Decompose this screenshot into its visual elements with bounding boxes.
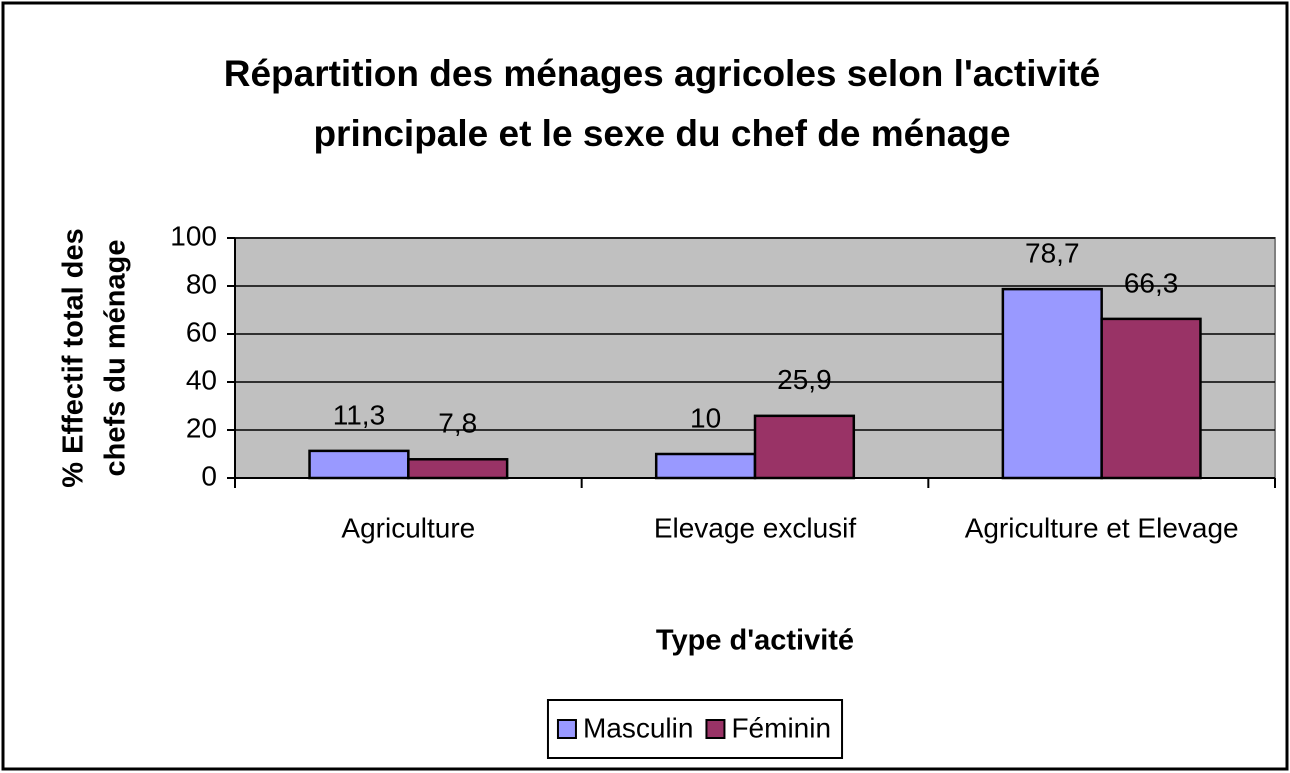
bar xyxy=(654,452,757,480)
chart-title: Répartition des ménages agricoles selon … xyxy=(224,53,1101,94)
y-axis-title: % Effectif total des xyxy=(58,228,90,487)
y-tick-label: 60 xyxy=(186,316,217,347)
data-label: 25,9 xyxy=(777,364,832,395)
x-tick-label: Agriculture et Elevage xyxy=(965,512,1239,543)
legend-label: Féminin xyxy=(731,712,831,743)
y-tick-label: 0 xyxy=(201,460,217,491)
y-tick-label: 80 xyxy=(186,268,217,299)
data-label: 66,3 xyxy=(1124,267,1179,298)
data-label: 7,8 xyxy=(438,408,477,439)
x-axis-title: Type d'activité xyxy=(656,625,854,657)
bar xyxy=(753,414,856,480)
legend-swatch xyxy=(705,719,726,739)
y-tick-label: 20 xyxy=(186,412,217,443)
bar xyxy=(308,449,410,480)
legend-label: Masculin xyxy=(583,712,693,743)
chart-title: principale et le sexe du chef de ménage xyxy=(313,113,1010,154)
data-label: 11,3 xyxy=(333,399,385,430)
legend-box xyxy=(546,699,844,759)
y-tick-label: 100 xyxy=(170,220,217,251)
bar xyxy=(1100,317,1202,480)
legend-swatch xyxy=(556,719,577,739)
x-tick-label: Elevage exclusif xyxy=(654,512,857,543)
bar xyxy=(407,458,509,480)
y-axis-title: chefs du ménage xyxy=(100,240,132,477)
legend: Masculin Féminin xyxy=(546,699,844,759)
x-tick-label: Agriculture xyxy=(341,512,475,543)
data-label: 78,7 xyxy=(1025,238,1080,269)
bar xyxy=(1001,287,1103,480)
data-label: 10 xyxy=(690,402,721,433)
y-tick-label: 40 xyxy=(186,364,217,395)
